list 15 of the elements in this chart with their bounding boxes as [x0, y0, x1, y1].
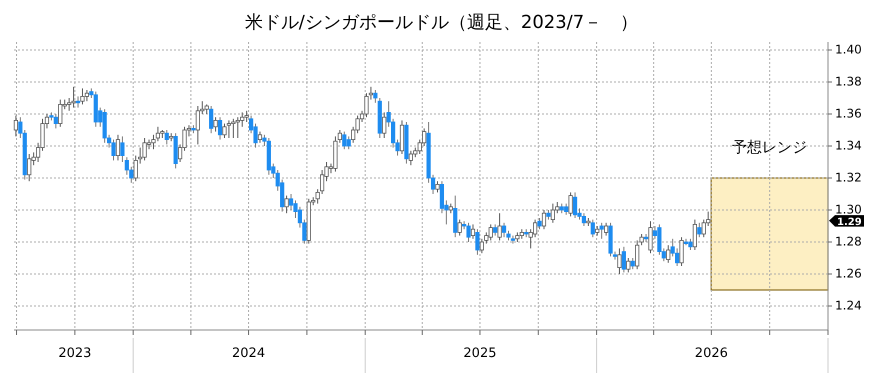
y-tick-label: 1.28 [835, 234, 862, 248]
x-tick-label: 2026 [694, 346, 728, 361]
y-tick-label: 1.32 [835, 170, 862, 184]
y-tick-label: 1.30 [835, 202, 862, 216]
x-tick-label: 2023 [58, 346, 92, 361]
y-tick-label: 1.24 [835, 298, 862, 312]
price-tag: 1.29 [829, 215, 864, 228]
x-tick-label: 2025 [463, 346, 497, 361]
y-tick-label: 1.40 [835, 42, 862, 56]
y-tick-label: 1.36 [835, 106, 862, 120]
chart-title: 米ドル/シンガポールドル（週足、2023/7－ ） [244, 12, 638, 33]
y-tick-label: 1.34 [835, 138, 862, 152]
x-tick-label: 2024 [232, 346, 266, 361]
y-tick-label: 1.26 [835, 266, 862, 280]
y-tick-label: 1.38 [835, 74, 862, 88]
